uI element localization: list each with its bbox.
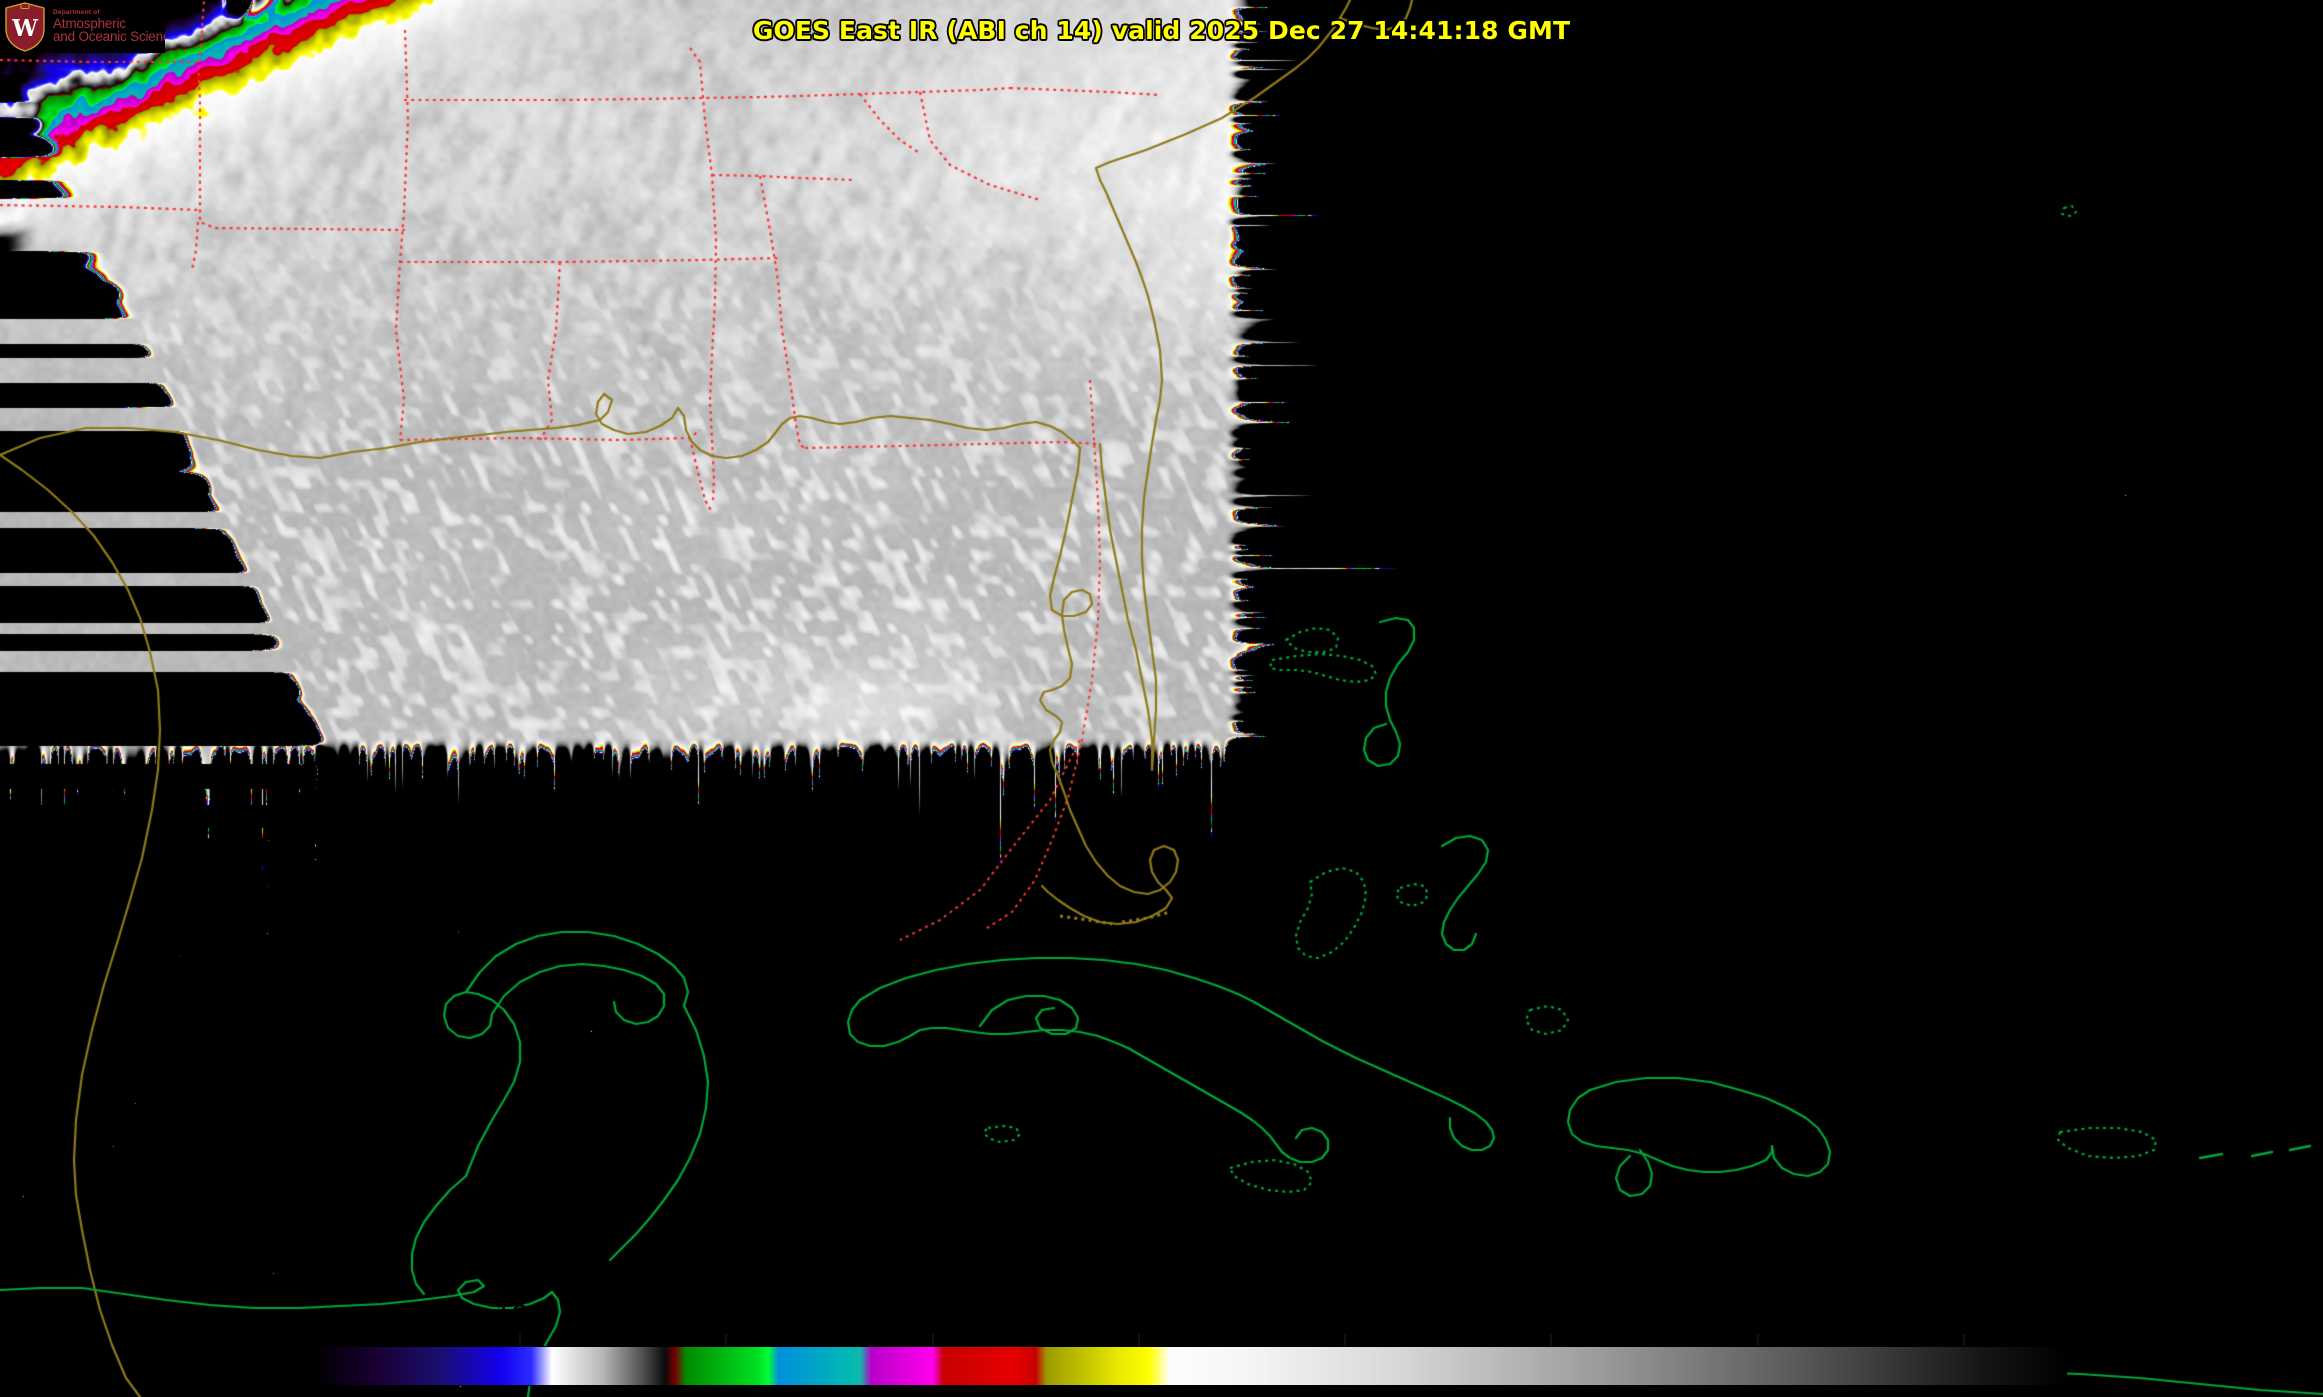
uw-crest-icon: W: [5, 1, 45, 52]
colorbar-gradient: [315, 1347, 2066, 1385]
colorbar-tick-label: 260: [1319, 1300, 1371, 1331]
logo-line-atmospheric: Atmospheric: [53, 15, 126, 31]
colorbar-tick-label: 200: [700, 1300, 753, 1331]
colorbar-tick-marks: [314, 1334, 2067, 1346]
colorbar-tick-label: 280: [1525, 1300, 1578, 1331]
colorbar-tick-label: 240: [1113, 1300, 1165, 1331]
colorbar-tick-label: 220: [906, 1300, 959, 1331]
temperature-colorbar: 180 200 220 240 260 280 300 320: [314, 1302, 2067, 1386]
colorbar-tick: [1962, 1334, 1965, 1346]
colorbar-tick: [1756, 1334, 1759, 1346]
colorbar-tick: [725, 1334, 728, 1346]
colorbar-tick: [1344, 1334, 1347, 1346]
colorbar-tick-label: 180: [494, 1300, 547, 1331]
colorbar-tick: [1550, 1334, 1553, 1346]
uw-aos-logo: W Department of Atmospheric and Oceanic …: [0, 0, 165, 53]
colorbar-tick-label: 300: [1731, 1300, 1784, 1331]
colorbar-tick: [1137, 1334, 1140, 1346]
logo-text-block: Department of Atmospheric and Oceanic Sc…: [53, 9, 165, 44]
svg-text:W: W: [11, 15, 39, 42]
logo-line-oceanic: and Oceanic Sciences: [53, 29, 165, 45]
colorbar-swatch: [314, 1346, 2067, 1386]
colorbar-tick-labels: 180 200 220 240 260 280 300 320: [314, 1302, 2067, 1338]
colorbar-tick: [519, 1334, 522, 1346]
colorbar-tick: [931, 1334, 934, 1346]
colorbar-tick-label: 320: [1938, 1300, 1990, 1331]
logo-department-label: Department of: [53, 9, 100, 17]
